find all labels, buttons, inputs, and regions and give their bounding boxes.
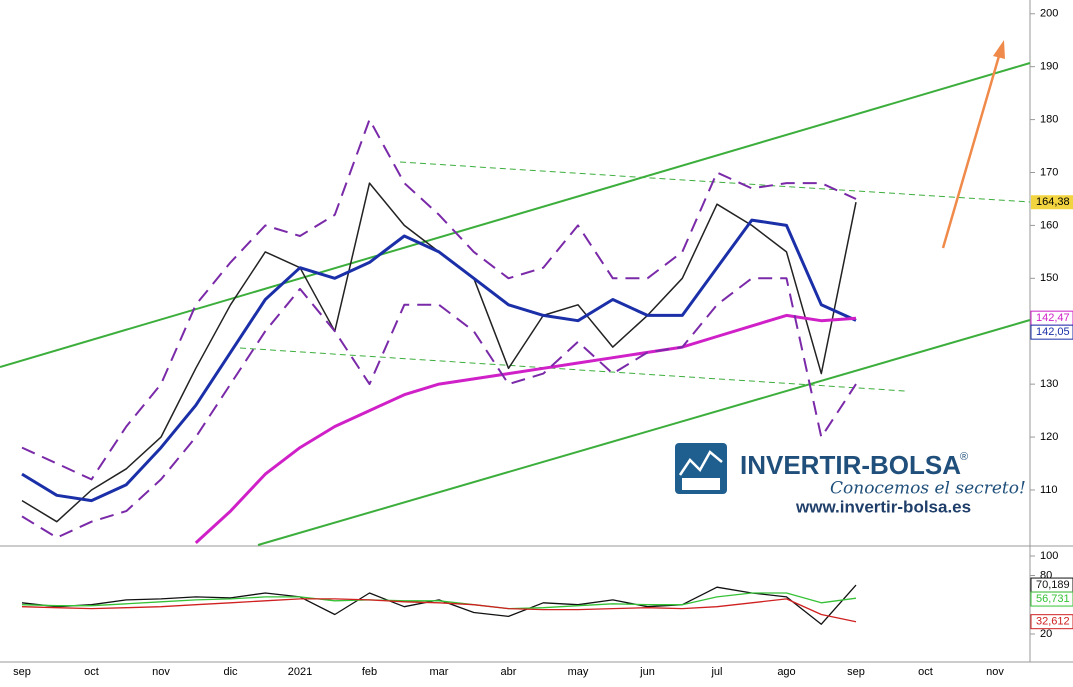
y-tick-label: 180 [1040, 113, 1058, 125]
x-tick-label: ago [777, 666, 795, 678]
y-tick-label: 190 [1040, 61, 1058, 73]
value-label: 142,47 [1036, 312, 1070, 324]
y-tick-label: 110 [1040, 484, 1058, 496]
logo-url: www.invertir-bolsa.es [795, 497, 971, 516]
series-line [194, 313, 857, 545]
x-tick-label: may [568, 666, 589, 678]
x-tick-label: jun [639, 666, 655, 678]
trend-line [239, 347, 906, 392]
x-tick-label: sep [13, 666, 31, 678]
x-tick-label: nov [986, 666, 1004, 678]
logo-icon [678, 450, 723, 476]
trend-line [399, 161, 1031, 203]
x-tick-label: nov [152, 666, 170, 678]
x-tick-label: sep [847, 666, 865, 678]
y-tick-label: 130 [1040, 378, 1058, 390]
value-label-box [1030, 591, 1073, 607]
x-tick-label: dic [223, 666, 238, 678]
value-label: 70,189 [1036, 579, 1070, 591]
y-tick-label: 20 [1040, 628, 1052, 640]
arrow [941, 55, 1001, 249]
series-line [21, 118, 857, 481]
value-label: 32,612 [1036, 616, 1070, 628]
value-label-box [1030, 324, 1073, 340]
series-line [21, 592, 857, 610]
logo-icon [682, 478, 720, 490]
y-tick-label: 100 [1040, 550, 1058, 562]
series-line [21, 598, 857, 623]
trend-line [0, 62, 1031, 368]
value-label: 56,731 [1036, 593, 1070, 605]
y-tick-label: 170 [1040, 166, 1058, 178]
x-tick-label: 2021 [288, 666, 312, 678]
y-tick-label: 160 [1040, 219, 1058, 231]
value-label: 164,38 [1036, 196, 1070, 208]
logo: INVERTIR-BOLSA ® Conocemos el secreto! w… [675, 443, 1026, 516]
logo-slogan: Conocemos el secreto! [830, 479, 1026, 499]
series-line [21, 218, 857, 503]
x-tick-label: oct [918, 666, 933, 678]
arrow-head [993, 40, 1005, 59]
y-tick-label: 120 [1040, 431, 1058, 443]
y-tick-label: 150 [1040, 272, 1058, 284]
series-line [21, 277, 857, 539]
x-tick-label: feb [362, 666, 377, 678]
value-label-box [1031, 195, 1073, 210]
x-tick-label: mar [430, 666, 449, 678]
y-tick-label: 200 [1040, 8, 1058, 20]
trend-line [257, 319, 1031, 546]
series-line [21, 584, 857, 625]
logo-name: INVERTIR-BOLSA [740, 450, 961, 480]
value-label-box [1030, 614, 1073, 630]
logo-mark: ® [960, 451, 968, 463]
x-tick-label: oct [84, 666, 99, 678]
value-label: 142,05 [1036, 326, 1070, 338]
x-tick-label: abr [501, 666, 517, 678]
x-tick-label: jul [710, 666, 722, 678]
